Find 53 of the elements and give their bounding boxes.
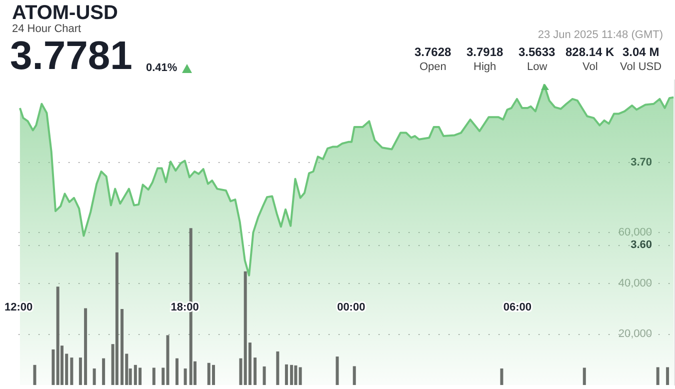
chart-subtitle: 24 Hour Chart — [12, 23, 82, 35]
text: 828.14 K — [566, 45, 614, 59]
bar — [239, 358, 242, 385]
y2-tick-label: 20,000 — [618, 328, 652, 340]
bar — [120, 309, 124, 385]
bar — [84, 308, 88, 385]
bar — [298, 367, 302, 385]
text: 0.41% — [146, 62, 178, 74]
text: 3.7628 — [414, 45, 452, 59]
chart-title: ATOM-USD — [12, 2, 118, 24]
bar — [166, 335, 170, 385]
x-tick-label: 12:00 — [4, 302, 33, 314]
x-tick-label: 00:00 — [337, 302, 366, 314]
bar — [352, 366, 356, 385]
y2-tick-label: 60,000 — [618, 226, 652, 238]
text: 3.7918 — [466, 45, 504, 59]
y-tick-label: 3.60 — [630, 238, 652, 251]
bar — [290, 364, 294, 385]
bar — [656, 367, 660, 385]
bar — [262, 366, 266, 385]
text: High — [474, 61, 496, 73]
y-tick-label: 3.70 — [630, 156, 652, 168]
bar — [102, 358, 106, 385]
bar — [254, 358, 257, 385]
bar — [52, 349, 55, 385]
bar — [152, 368, 156, 385]
bar — [115, 252, 118, 385]
bar — [336, 356, 339, 385]
bar — [176, 358, 178, 385]
bar — [184, 368, 187, 385]
text: Vol USD — [620, 61, 662, 73]
text: Vol — [582, 61, 598, 73]
bar — [212, 364, 215, 385]
text: Low — [527, 61, 548, 73]
bar — [294, 365, 298, 385]
text: Open — [420, 61, 446, 73]
y2-tick-label: 40,000 — [618, 277, 652, 290]
bar — [70, 358, 74, 385]
text: 3.7781 — [10, 34, 132, 79]
bar — [33, 364, 36, 385]
bar — [78, 358, 82, 385]
bar — [284, 364, 288, 385]
bar — [666, 367, 670, 385]
bar — [582, 368, 586, 385]
bar — [56, 286, 60, 385]
bar — [500, 368, 504, 385]
text: 3.04 M — [622, 45, 660, 59]
text: 23 Jun 2025 11:48 (GMT) — [538, 29, 663, 41]
text: 3.5633 — [518, 45, 556, 59]
bar — [92, 368, 96, 385]
x-tick-label: 06:00 — [503, 302, 532, 314]
bar — [162, 368, 165, 385]
bar — [276, 351, 280, 385]
